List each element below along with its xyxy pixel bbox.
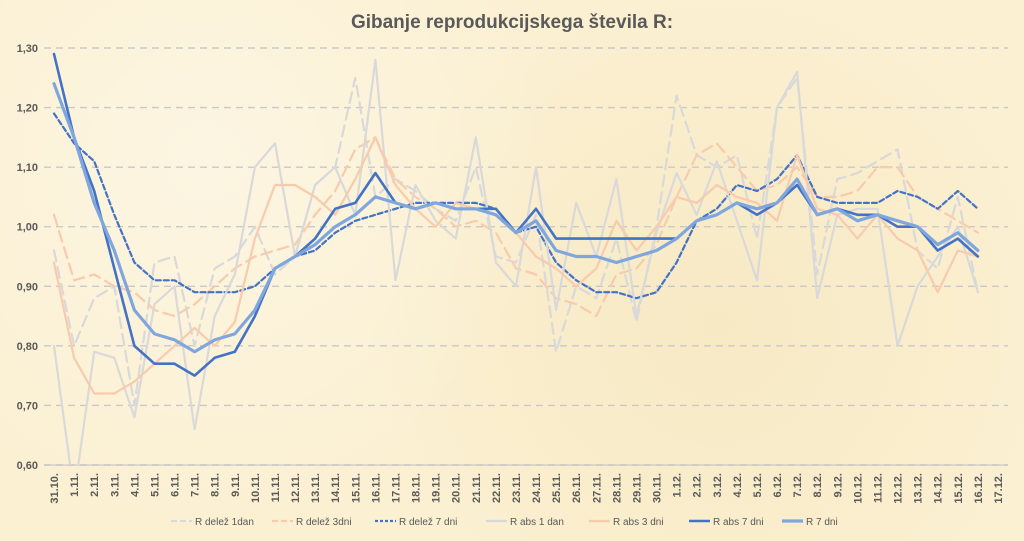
y-axis: 0,60 0,70 0,80 0,90 1,00 1,10 1,20 1,30 bbox=[17, 43, 38, 472]
x-tick-label: 8.12. bbox=[812, 473, 824, 497]
x-tick-label: 29.11. bbox=[631, 473, 643, 503]
x-tick-label: 16.11. bbox=[370, 473, 382, 503]
x-tick-label: 19.11. bbox=[431, 473, 443, 503]
x-tick-label: 4.11. bbox=[129, 473, 141, 497]
x-tick-label: 13.12. bbox=[913, 473, 925, 504]
x-tick-label: 25.11. bbox=[551, 473, 563, 503]
x-tick-label: 12.12. bbox=[893, 473, 905, 504]
x-axis: 31.10. 1.11. 2.11. 3.11. 4.11. 5.11. 6.11. 7.11… bbox=[44, 464, 1008, 504]
x-tick-label: 4.12. bbox=[732, 473, 744, 497]
x-tick-label: 7.11. bbox=[190, 473, 202, 497]
x-tick-label: 14.12. bbox=[933, 473, 945, 504]
x-tick-label: 15.11. bbox=[350, 473, 362, 503]
y-tick-label: 0,70 bbox=[17, 400, 38, 412]
y-tick-label: 0,60 bbox=[17, 460, 38, 472]
x-tick-label: 31.10. bbox=[49, 473, 61, 504]
x-tick-label: 6.12. bbox=[772, 473, 784, 497]
legend-label: R abs 7 dni bbox=[713, 517, 764, 528]
series-line bbox=[52, 76, 979, 407]
chart-title: Gibanje reprodukcijskega števila R: bbox=[351, 12, 673, 33]
x-tick-label: 27.11. bbox=[591, 473, 603, 503]
x-tick-label: 9.12. bbox=[832, 473, 844, 497]
x-tick-label: 2.12. bbox=[692, 473, 704, 497]
y-tick-label: 1,00 bbox=[17, 222, 38, 234]
x-tick-label: 2.11. bbox=[89, 473, 101, 497]
legend-label: R delež 3dni bbox=[296, 517, 352, 528]
x-tick-label: 11.11. bbox=[270, 473, 282, 502]
legend-label: R delež 1dan bbox=[195, 517, 254, 528]
x-tick-label: 23.11. bbox=[511, 473, 523, 503]
x-tick-label: 12.11. bbox=[290, 473, 302, 503]
x-tick-label: 8.11. bbox=[210, 473, 222, 497]
x-tick-label: 17.12. bbox=[993, 473, 1005, 504]
x-tick-label: 11.12. bbox=[872, 473, 884, 503]
x-tick-label: 7.12. bbox=[792, 473, 804, 497]
series-lines bbox=[52, 52, 980, 465]
x-tick-label: 9.11. bbox=[230, 473, 242, 497]
x-tick-label: 17.11. bbox=[390, 473, 402, 503]
y-tick-label: 0,90 bbox=[17, 281, 38, 293]
x-tick-label: 3.12. bbox=[712, 473, 724, 497]
x-tick-label: 20.11. bbox=[451, 473, 463, 503]
y-tick-label: 1,20 bbox=[17, 103, 38, 115]
y-tick-label: 1,10 bbox=[17, 162, 38, 174]
x-tick-label: 6.11. bbox=[170, 473, 182, 497]
x-tick-label: 10.11. bbox=[250, 473, 262, 503]
series-line bbox=[52, 82, 980, 354]
gridlines bbox=[44, 47, 1008, 466]
series-line bbox=[52, 58, 979, 465]
x-tick-label: 1.12. bbox=[672, 473, 684, 497]
legend-label: R abs 3 dni bbox=[613, 517, 664, 528]
legend-label: R delež 7 dni bbox=[399, 517, 457, 528]
legend-label: R abs 1 dan bbox=[510, 517, 564, 528]
x-tick-label: 28.11. bbox=[611, 473, 623, 503]
x-tick-label: 5.11. bbox=[149, 473, 161, 497]
x-tick-label: 16.12. bbox=[973, 473, 985, 504]
x-tick-label: 13.11. bbox=[310, 473, 322, 503]
x-tick-label: 3.11. bbox=[109, 473, 121, 497]
series-line bbox=[52, 136, 979, 395]
x-tick-label: 22.11. bbox=[491, 473, 503, 503]
series-line bbox=[52, 112, 979, 300]
x-tick-label: 1.11. bbox=[69, 473, 81, 497]
x-tick-label: 15.12. bbox=[953, 473, 965, 504]
y-tick-label: 1,30 bbox=[17, 43, 38, 55]
x-tick-label: 26.11. bbox=[571, 473, 583, 503]
x-tick-label: 18.11. bbox=[411, 473, 423, 503]
x-tick-label: 5.12. bbox=[752, 473, 764, 497]
x-tick-label: 30.11. bbox=[652, 473, 664, 503]
y-tick-label: 0,80 bbox=[17, 341, 38, 353]
x-tick-label: 10.12. bbox=[852, 473, 864, 504]
legend: R delež 1dan R delež 3dni R delež 7 dni R a… bbox=[171, 517, 838, 528]
x-tick-label: 14.11. bbox=[330, 473, 342, 503]
x-tick-label: 21.11. bbox=[471, 473, 483, 503]
x-tick-label: 24.11. bbox=[531, 473, 543, 503]
legend-label: R 7 dni bbox=[806, 517, 838, 528]
